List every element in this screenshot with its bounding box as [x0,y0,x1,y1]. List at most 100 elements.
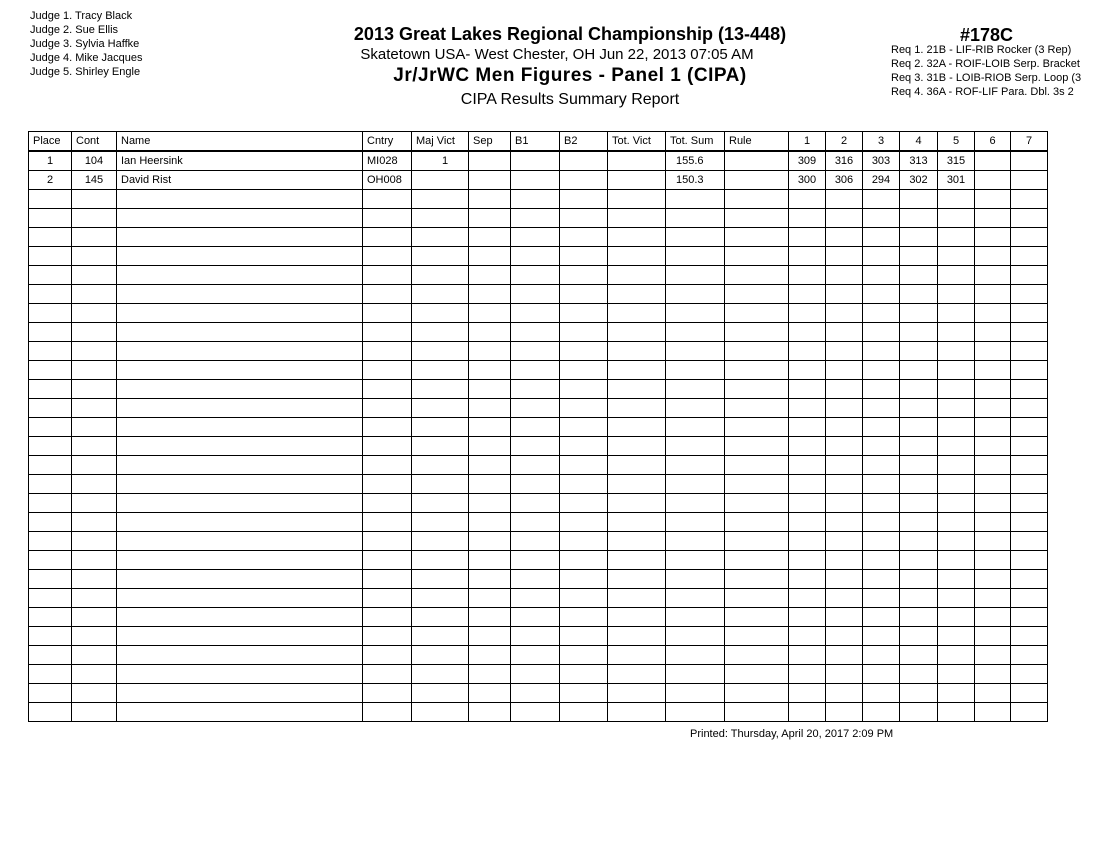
table-cell [974,550,1011,570]
table-cell [71,607,117,627]
table-cell [665,265,725,285]
table-cell: Ian Heersink [116,150,363,171]
table-cell [28,360,72,380]
column-header: 6 [974,131,1011,152]
table-cell [862,531,900,551]
table-cell [559,417,608,437]
table-cell [665,626,725,646]
table-cell [825,664,863,684]
table-cell [468,379,511,399]
table-cell [607,531,666,551]
table-cell [899,189,938,209]
table-cell [974,208,1011,228]
table-cell [937,398,975,418]
table-cell [788,379,826,399]
table-cell [825,360,863,380]
table-cell [71,683,117,703]
table-cell [724,227,789,247]
table-cell [1010,417,1048,437]
table-cell [411,702,469,722]
table-cell [510,626,560,646]
table-cell [468,569,511,589]
table-cell [559,189,608,209]
table-cell [724,550,789,570]
column-header: Tot. Vict [607,131,666,152]
table-cell [607,417,666,437]
judge-line: Judge 5. Shirley Engle [30,66,141,78]
table-cell [362,626,412,646]
table-cell [665,208,725,228]
table-cell [862,398,900,418]
table-cell [1010,189,1048,209]
column-header: Maj Vict [411,131,469,152]
table-cell [788,246,826,266]
table-cell [862,284,900,304]
table-cell [559,303,608,323]
table-cell [468,322,511,342]
table-cell [607,379,666,399]
table-cell [1010,170,1048,190]
table-cell [559,246,608,266]
table-cell: 150.3 [665,170,725,190]
table-cell: 155.6 [665,150,725,171]
table-cell [468,227,511,247]
table-cell [862,303,900,323]
table-cell [937,493,975,513]
table-cell [899,474,938,494]
table-cell [899,246,938,266]
table-cell [116,189,363,209]
table-cell [607,360,666,380]
requirement-line: Req 1. 21B - LIF-RIB Rocker (3 Rep) [891,44,1072,56]
table-cell [937,626,975,646]
table-cell [665,683,725,703]
table-cell [899,379,938,399]
table-cell [411,227,469,247]
empty-row [28,645,1048,665]
table-cell [825,189,863,209]
table-cell [607,645,666,665]
table-cell [71,398,117,418]
table-cell [937,512,975,532]
table-cell [28,493,72,513]
table-cell [71,702,117,722]
table-cell [71,417,117,437]
table-cell [411,683,469,703]
table-cell [788,607,826,627]
table-cell [510,170,560,190]
table-cell [1010,227,1048,247]
table-cell [510,417,560,437]
table-cell [411,189,469,209]
table-cell [28,512,72,532]
empty-row [28,379,1048,399]
table-cell [362,645,412,665]
table-cell [362,664,412,684]
table-cell [937,379,975,399]
table-cell [788,474,826,494]
table-cell [665,702,725,722]
table-cell [724,379,789,399]
table-cell [411,379,469,399]
table-cell [71,227,117,247]
table-cell [862,512,900,532]
table-cell [724,417,789,437]
table-cell [362,455,412,475]
table-cell [825,227,863,247]
table-cell [411,417,469,437]
table-cell [724,322,789,342]
table-cell [510,265,560,285]
table-cell [71,379,117,399]
table-cell [411,664,469,684]
table-cell [862,683,900,703]
table-cell [899,588,938,608]
table-cell [28,379,72,399]
table-cell [468,398,511,418]
report-subtitle: CIPA Results Summary Report [460,91,680,108]
table-cell [559,398,608,418]
table-cell [28,550,72,570]
table-cell [665,474,725,494]
table-cell [362,607,412,627]
table-cell [411,246,469,266]
table-cell [862,664,900,684]
table-cell [411,645,469,665]
table-cell [71,569,117,589]
